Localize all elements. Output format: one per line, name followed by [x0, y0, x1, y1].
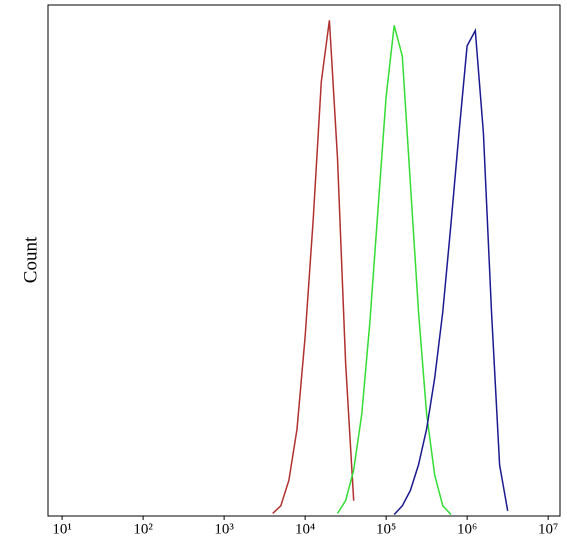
x-tick-label: 10⁷	[538, 521, 558, 537]
y-axis-label: Count	[20, 236, 41, 283]
x-tick-label: 10⁴	[295, 521, 315, 537]
x-tick-label: 10³	[214, 521, 234, 537]
histogram-line	[336, 25, 452, 516]
histogram-line	[272, 20, 355, 514]
x-tick-label: 10¹	[52, 521, 72, 537]
x-tick-label: 10⁵	[376, 521, 396, 537]
x-tick-label: 10⁶	[457, 521, 477, 537]
x-tick-label: 10²	[133, 521, 153, 537]
histogram-line	[393, 27, 509, 516]
plot-frame	[47, 4, 561, 517]
